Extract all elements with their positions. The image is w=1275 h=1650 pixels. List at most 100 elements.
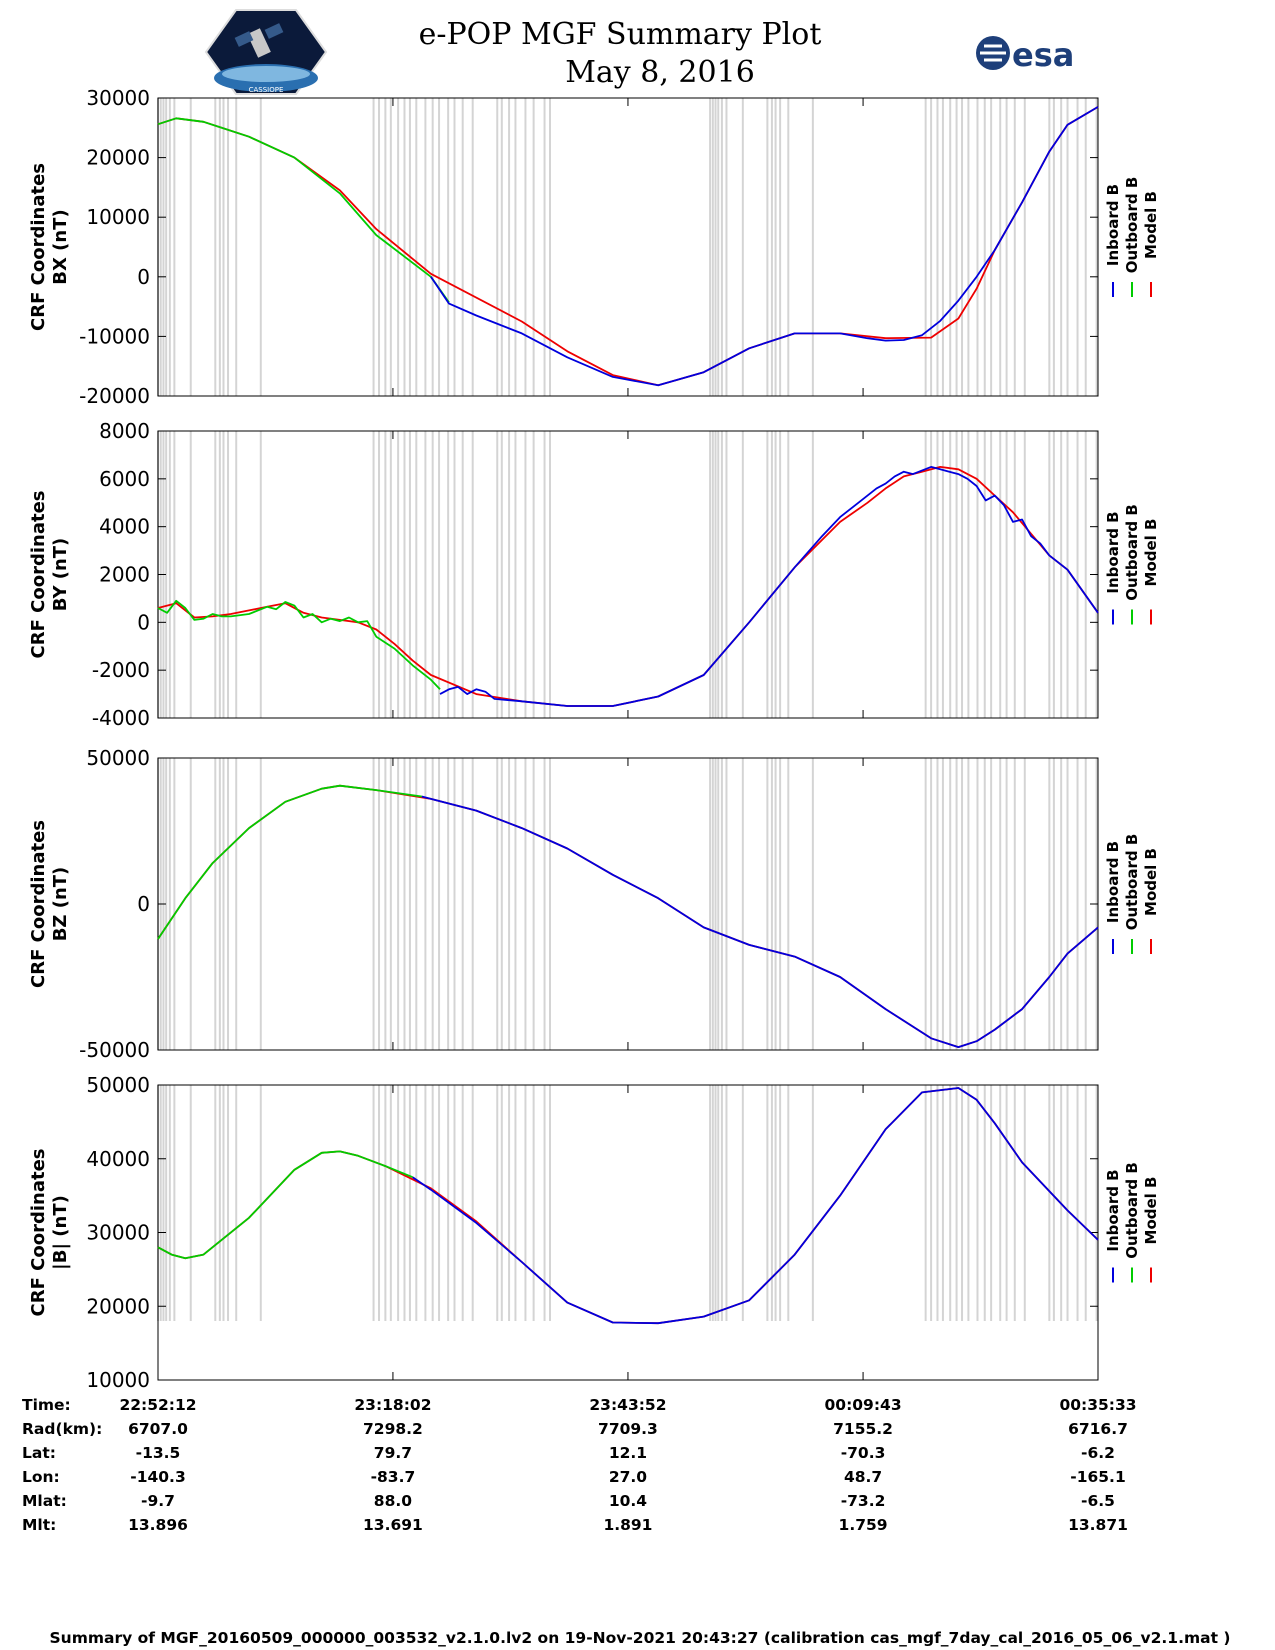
y-tick-label: 0 [137, 610, 150, 634]
ephemeris-value: 6716.7 [1068, 1420, 1128, 1438]
series-line-outboard-b [157, 1150, 414, 1260]
panel-by: 8000 6000 4000 2000 0 -2000 -4000 CRF Coordinat… [28, 419, 1160, 730]
panel-bx: 30000 20000 10000 0 -10000 -20000 CRF Coordina… [28, 86, 1160, 408]
ephemeris-value: 6707.0 [128, 1420, 188, 1438]
y-tick-label: -20000 [79, 384, 150, 408]
ephemeris-value: 23:43:52 [589, 1396, 666, 1414]
series-line-outboard-b [157, 784, 422, 940]
ephemeris-value: 7155.2 [833, 1420, 893, 1438]
legend: Inboard B Outboard B Model B [1104, 834, 1160, 954]
y-tick-label: -10000 [79, 324, 150, 348]
series-line-outboard-b [157, 117, 450, 303]
y-axis-title: CRF Coordinates [28, 163, 49, 331]
legend-label: Model B [1142, 1177, 1160, 1245]
ephemeris-value: 27.0 [609, 1468, 647, 1486]
legend-label: Inboard B [1104, 841, 1122, 923]
legend-label: Inboard B [1104, 184, 1122, 266]
footer-caption: Summary of MGF_20160509_000000_003532_v2… [50, 1629, 1231, 1647]
ephemeris-value: -6.2 [1081, 1444, 1115, 1462]
ephemeris-value: 13.896 [128, 1516, 188, 1534]
ephemeris-value: -165.1 [1070, 1468, 1125, 1486]
ephemeris-value: 1.759 [839, 1516, 888, 1534]
y-tick-label: -2000 [92, 658, 150, 682]
ephemeris-value: -140.3 [130, 1468, 185, 1486]
ephemeris-value: 88.0 [374, 1492, 412, 1510]
ephemeris-row-label: Mlt: [22, 1516, 56, 1534]
series-line-inboard-b [430, 106, 1099, 387]
y-tick-label: 30000 [86, 86, 150, 110]
ephemeris-value: -6.5 [1081, 1492, 1115, 1510]
legend-label: Outboard B [1123, 177, 1141, 274]
ephemeris-row-label: Lon: [22, 1468, 60, 1486]
ephemeris-row-label: Time: [22, 1396, 71, 1414]
y-axis-title: |B| (nT) [50, 1195, 71, 1270]
ephemeris-value: 23:18:02 [354, 1396, 431, 1414]
ephemeris-value: 1.891 [603, 1516, 652, 1534]
y-tick-label: 20000 [86, 1294, 150, 1318]
y-tick-label: 8000 [99, 419, 150, 443]
legend: Inboard B Outboard B Model B [1104, 504, 1160, 625]
y-tick-label: 0 [137, 265, 150, 289]
ephemeris-row-label: Rad(km): [22, 1420, 102, 1438]
series-line-inboard-b [439, 465, 1099, 707]
legend-label: Model B [1142, 848, 1160, 916]
legend-label: Inboard B [1104, 1169, 1122, 1251]
legend: Inboard B Outboard B Model B [1104, 1162, 1160, 1283]
y-axis-title: CRF Coordinates [28, 820, 49, 988]
plot-title: e-POP MGF Summary Plot [419, 17, 822, 52]
y-tick-label: 6000 [99, 467, 150, 491]
y-tick-label: 50000 [86, 1073, 150, 1097]
legend: Inboard B Outboard B Model B [1104, 177, 1160, 297]
y-tick-label: -4000 [92, 706, 150, 730]
ephemeris-row-label: Mlat: [22, 1492, 67, 1510]
ephemeris-value: 22:52:12 [119, 1396, 196, 1414]
y-axis-title: BY (nT) [50, 538, 71, 612]
y-tick-label: 4000 [99, 515, 150, 539]
legend-label: Model B [1142, 519, 1160, 587]
y-tick-label: -50000 [79, 1038, 150, 1062]
ephemeris-value: -83.7 [371, 1468, 416, 1486]
y-tick-label: 20000 [86, 146, 150, 170]
y-axis-title: CRF Coordinates [28, 491, 49, 659]
ephemeris-value: 48.7 [844, 1468, 882, 1486]
legend-label: Outboard B [1123, 834, 1141, 931]
y-tick-label: 10000 [86, 1368, 150, 1392]
series-line-inboard-b [421, 795, 1099, 1048]
ephemeris-value: 79.7 [374, 1444, 412, 1462]
ephemeris-row-label: Lat: [22, 1444, 56, 1462]
series-line-outboard-b [157, 599, 441, 690]
ephemeris-value: -9.7 [141, 1492, 175, 1510]
y-tick-label: 50000 [86, 746, 150, 770]
panel-bmag: 50000 40000 30000 20000 10000 CRF Coordinates… [28, 1073, 1160, 1392]
ephemeris-table: Time: 22:52:12 23:18:02 23:43:52 00:09:43 00:… [22, 1396, 1137, 1534]
y-axis-title: BZ (nT) [50, 867, 71, 942]
esa-logo-text: esa [1012, 36, 1074, 74]
y-tick-label: 10000 [86, 205, 150, 229]
ephemeris-value: 12.1 [609, 1444, 647, 1462]
ephemeris-value: -13.5 [136, 1444, 181, 1462]
legend-label: Model B [1142, 191, 1160, 259]
legend-label: Inboard B [1104, 511, 1122, 593]
legend-label: Outboard B [1123, 504, 1141, 601]
y-tick-label: 2000 [99, 563, 150, 587]
cassiope-logo-text: CASSIOPE [249, 86, 284, 94]
panel-bz: 50000 0 -50000 CRF Coordinates BZ (nT) Inboar… [28, 746, 1160, 1062]
y-tick-label: 0 [137, 892, 150, 916]
series-line-inboard-b [412, 1087, 1099, 1325]
cassiope-logo: CASSIOPE [204, 9, 328, 95]
ephemeris-value: 13.691 [363, 1516, 423, 1534]
y-axis-title: BX (nT) [50, 209, 71, 284]
plot-date: May 8, 2016 [565, 55, 755, 90]
ephemeris-value: -73.2 [841, 1492, 886, 1510]
ephemeris-value: 13.871 [1068, 1516, 1128, 1534]
ephemeris-value: 7298.2 [363, 1420, 423, 1438]
legend-label: Outboard B [1123, 1162, 1141, 1259]
header: CASSIOPE e-POP MGF Summary Plot May 8, 2… [204, 9, 1074, 95]
y-tick-label: 30000 [86, 1221, 150, 1245]
y-tick-label: 40000 [86, 1147, 150, 1171]
ephemeris-value: 7709.3 [598, 1420, 658, 1438]
ephemeris-value: 00:09:43 [825, 1396, 902, 1414]
y-axis-title: CRF Coordinates [28, 1149, 49, 1317]
